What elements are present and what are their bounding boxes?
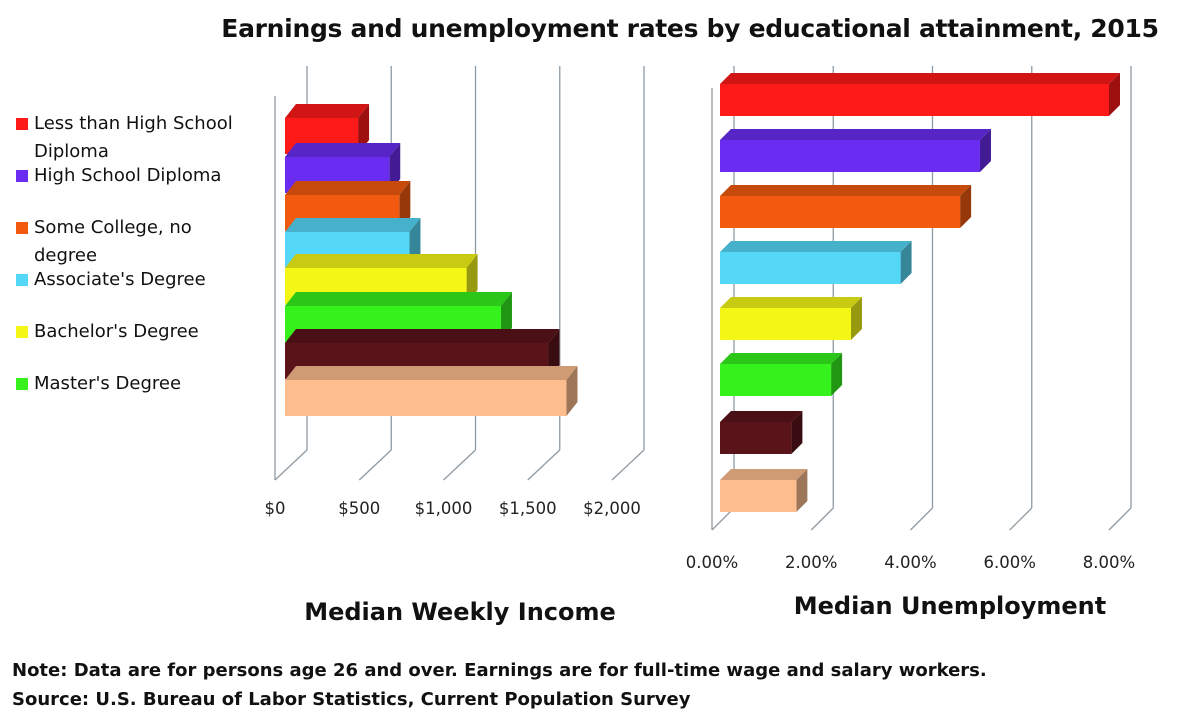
income-chart: $0 $500 $1,000 $1,500 $2,000 <box>265 66 645 518</box>
tick-label: $500 <box>338 499 380 518</box>
legend-label: Some College, no degree <box>34 217 192 266</box>
grid-line <box>443 449 476 481</box>
bar-top <box>285 254 478 268</box>
grid-line <box>1108 507 1132 531</box>
bar-side <box>900 241 912 284</box>
bar <box>720 84 1109 116</box>
bar-side <box>960 185 972 228</box>
tick-label: 0.00% <box>686 553 738 572</box>
tick-label: 8.00% <box>1083 553 1135 572</box>
bar-top <box>720 297 862 308</box>
grid-line <box>910 507 933 531</box>
bar-top <box>285 218 421 232</box>
grid-line <box>274 449 308 481</box>
legend-swatch <box>16 274 28 286</box>
bar-top <box>720 73 1120 84</box>
bar-top <box>720 469 808 480</box>
bar-side <box>358 104 370 154</box>
tick-label: 2.00% <box>785 553 837 572</box>
bar-side <box>979 129 991 172</box>
bar-top <box>285 366 578 380</box>
bar-side <box>791 411 803 454</box>
grid-line <box>611 449 645 481</box>
legend-label: Associate's Degree <box>34 269 206 290</box>
bar-top <box>720 353 843 364</box>
bar-side <box>831 353 843 396</box>
tick-label: $1,000 <box>415 499 473 518</box>
legend-swatch <box>16 170 28 182</box>
legend-label: Master's Degree <box>34 373 182 394</box>
bar-top <box>720 185 972 196</box>
legend-label: Bachelor's Degree <box>34 321 199 342</box>
grid-line <box>810 507 834 531</box>
legend-label: Less than High School Diploma <box>34 113 233 162</box>
grid-line <box>1009 507 1033 531</box>
bar-side <box>796 469 808 512</box>
bar-side <box>850 297 862 340</box>
legend-swatch <box>16 222 28 234</box>
tick-label: 4.00% <box>884 553 936 572</box>
bar-side <box>389 143 401 193</box>
tick-label: $2,000 <box>583 499 641 518</box>
tick-label: $0 <box>265 499 286 518</box>
bar-top <box>720 129 991 140</box>
bar <box>720 140 980 172</box>
bar-top <box>285 181 411 195</box>
bar-top <box>720 411 803 422</box>
unemployment-axis-label: Median Unemployment <box>793 592 1107 620</box>
tick-label: $1,500 <box>499 499 557 518</box>
footnote-source: Source: U.S. Bureau of Labor Statistics,… <box>12 689 691 710</box>
bar-side <box>1109 73 1120 116</box>
bar-top <box>720 241 912 252</box>
bar-side <box>566 366 578 416</box>
bar <box>720 196 961 228</box>
bar-top <box>285 292 512 306</box>
bar <box>720 422 792 454</box>
bar-top <box>285 329 560 343</box>
bar-top <box>285 104 370 118</box>
grid-line <box>527 449 561 481</box>
grid-line <box>358 449 392 481</box>
tick-label: 6.00% <box>984 553 1036 572</box>
bar <box>285 380 567 416</box>
legend-swatch <box>16 326 28 338</box>
chart-title: Earnings and unemployment rates by educa… <box>221 14 1159 43</box>
bar <box>720 308 851 340</box>
income-axis-label: Median Weekly Income <box>304 598 616 626</box>
bar-top <box>285 143 401 157</box>
bar <box>720 252 901 284</box>
unemployment-chart: 0.00% 2.00% 4.00% 6.00% 8.00% <box>686 66 1135 572</box>
legend-swatch <box>16 118 28 130</box>
legend-label: High School Diploma <box>34 165 222 186</box>
bar-side <box>466 254 478 304</box>
bar <box>720 480 797 512</box>
legend-swatch <box>16 378 28 390</box>
footnote-note: Note: Data are for persons age 26 and ov… <box>12 660 987 681</box>
bar <box>720 364 832 396</box>
